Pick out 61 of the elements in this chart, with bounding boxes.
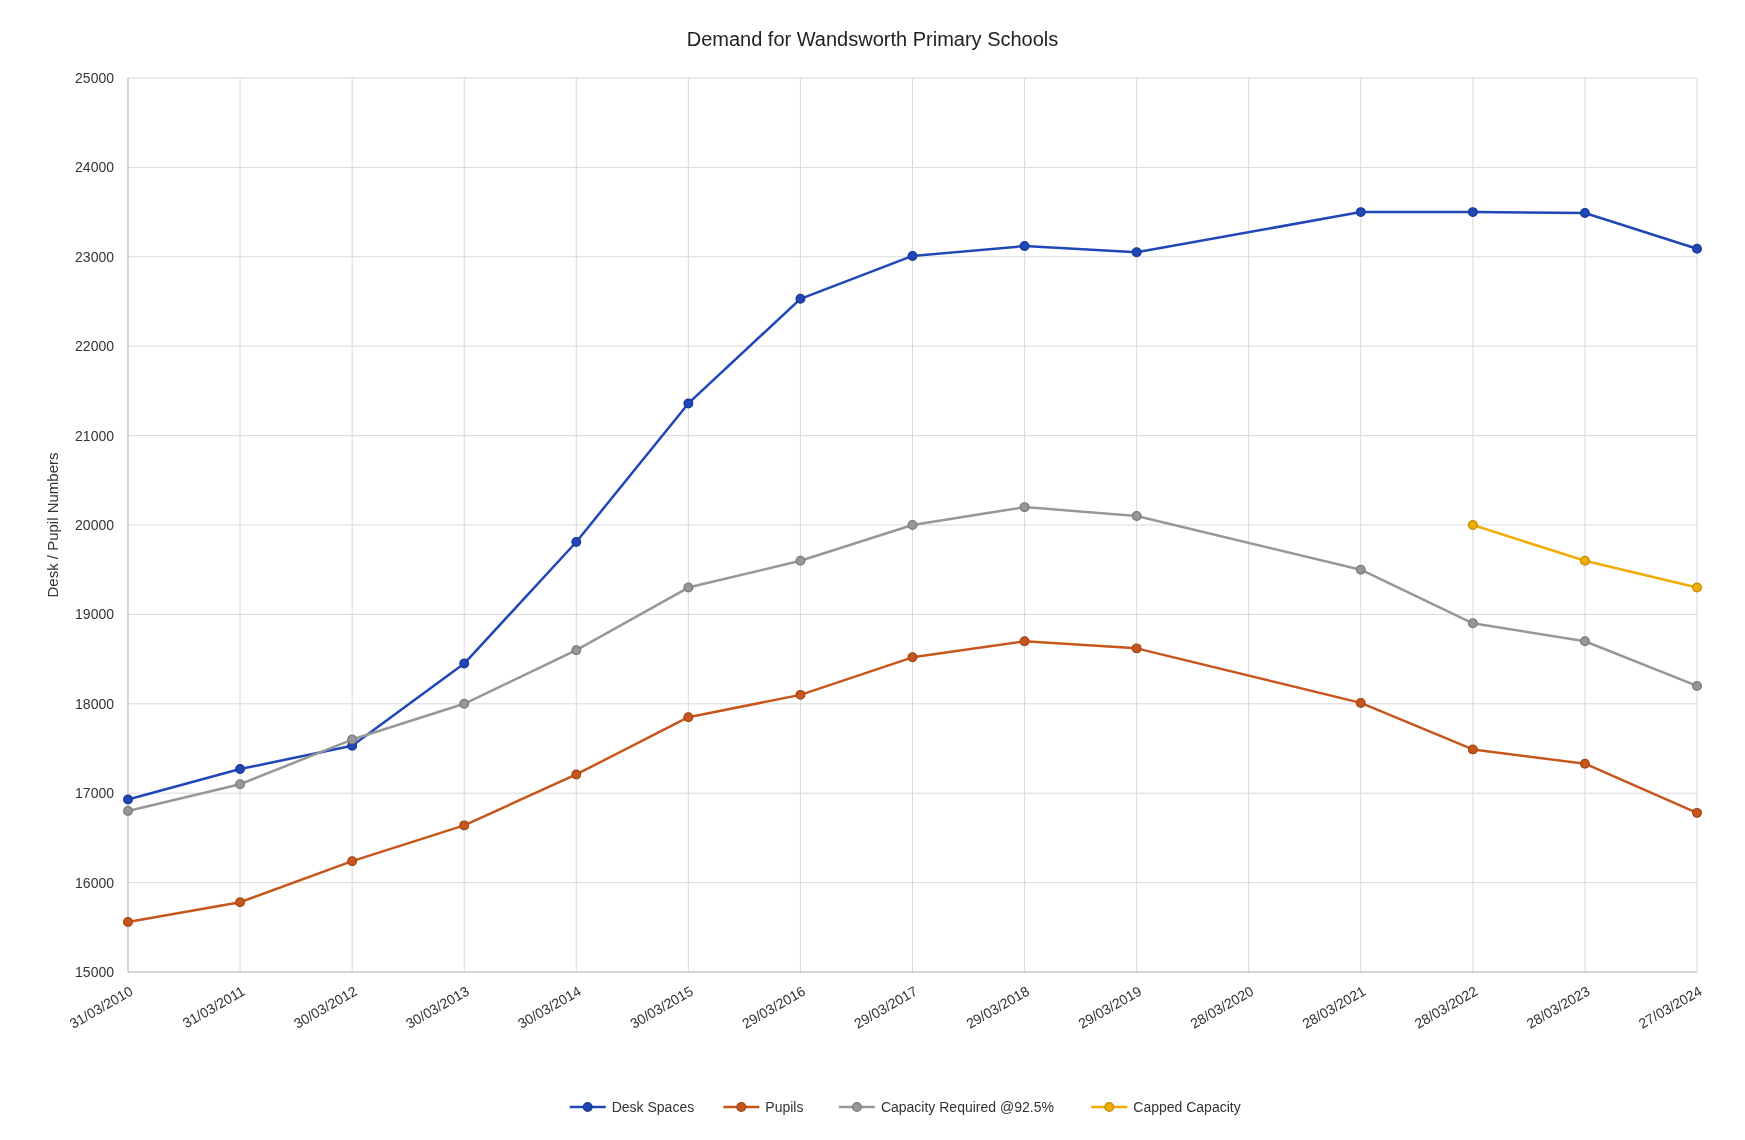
chart-title: Demand for Wandsworth Primary Schools: [686, 28, 1059, 50]
point: [123, 794, 133, 805]
point: [459, 658, 470, 669]
point: [459, 820, 470, 831]
y-tick-label: 18000: [75, 695, 115, 712]
legend-label: Capped Capacity: [1133, 1099, 1241, 1115]
y-tick-label: 24000: [75, 159, 115, 176]
point: [123, 806, 133, 817]
y-tick-label: 19000: [75, 606, 115, 623]
y-tick-label: 21000: [75, 427, 115, 444]
legend-label: Pupils: [765, 1099, 804, 1115]
point: [1355, 207, 1366, 218]
point: [907, 250, 918, 261]
point: [571, 769, 582, 780]
point: [1579, 636, 1590, 647]
point: [1019, 241, 1030, 252]
point: [347, 856, 358, 867]
point: [123, 916, 133, 927]
point: [1019, 502, 1030, 513]
point: [235, 779, 246, 790]
point: [683, 712, 694, 723]
y-tick-label: 25000: [75, 70, 115, 86]
y-tick-label: 23000: [75, 248, 115, 265]
point: [683, 398, 694, 409]
point: [235, 897, 246, 908]
point: [1467, 618, 1478, 629]
point: [1467, 520, 1478, 530]
point: [1355, 564, 1366, 575]
point: [1467, 207, 1478, 218]
y-tick-label: 17000: [75, 785, 115, 802]
y-tick-label: 20000: [75, 517, 115, 533]
point: [683, 582, 694, 593]
point: [571, 645, 582, 656]
point: [1131, 643, 1142, 654]
point: [459, 698, 470, 709]
y-axis-title: Desk / Pupil Numbers: [44, 452, 61, 598]
point: [1579, 208, 1590, 218]
y-tick-label: 16000: [75, 874, 115, 891]
point: [1579, 758, 1590, 769]
legend-label: Desk Spaces: [611, 1099, 695, 1115]
point: [1692, 680, 1702, 691]
point: [235, 764, 246, 775]
y-tick-label: 15000: [75, 964, 115, 980]
point: [1467, 744, 1478, 755]
point: [1131, 247, 1142, 258]
point: [1019, 636, 1030, 647]
point: [907, 520, 918, 530]
point: [1131, 511, 1142, 522]
point: [795, 689, 806, 700]
point: [571, 537, 582, 547]
point: [795, 293, 806, 304]
legend-label: Capacity Required @92.5%: [880, 1099, 1054, 1115]
point: [1692, 243, 1702, 254]
point: [795, 555, 806, 566]
y-tick-label: 22000: [75, 338, 115, 355]
point: [907, 652, 918, 663]
point: [1579, 555, 1590, 566]
point: [1692, 807, 1702, 818]
point: [1355, 697, 1366, 708]
point: [347, 734, 358, 745]
point: [1692, 582, 1702, 593]
